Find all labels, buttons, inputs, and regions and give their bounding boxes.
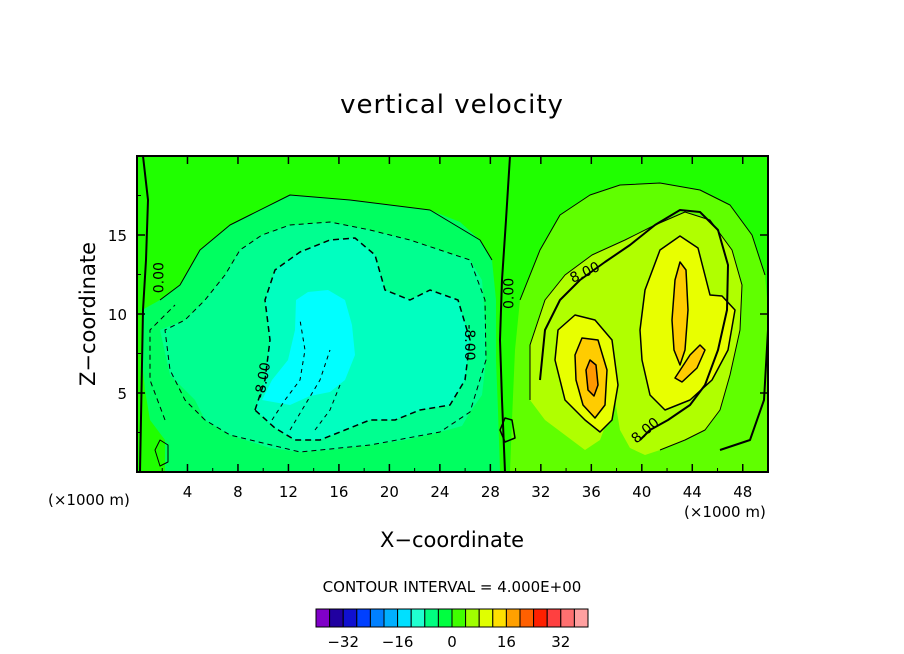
colorbar-label: 0 (447, 633, 457, 651)
colorbar-swatch (505, 608, 521, 628)
colorbar-swatch (410, 608, 426, 628)
colorbar-label: 16 (497, 633, 516, 651)
contour-field (137, 156, 768, 472)
contour-label: 0.00 (501, 278, 517, 309)
chart-title: vertical velocity (340, 90, 564, 120)
contour-fill-pos20 (586, 360, 598, 396)
colorbar-label: −16 (382, 633, 414, 651)
colorbar-labels: −32 −16 0 16 32 (327, 633, 570, 651)
colorbar-swatch (478, 608, 494, 628)
colorbar-swatch (492, 608, 507, 628)
x-tick-label: 44 (683, 483, 702, 501)
y-axis-label: Z−coordinate (76, 242, 100, 386)
x-tick-label: 40 (632, 483, 651, 501)
colorbar-swatch (437, 608, 453, 628)
contour-label: 0.00 (152, 262, 168, 293)
colorbar-swatch (329, 608, 344, 628)
x-axis-label: X−coordinate (380, 528, 524, 552)
y-tick-label: 15 (108, 227, 127, 245)
x-tick-label: 12 (279, 483, 298, 501)
x-tick-label: 28 (481, 483, 500, 501)
contour-interval-text: CONTOUR INTERVAL = 4.000E+00 (323, 578, 582, 596)
contour-labels: 0.000.00-8.00-8.008.008.00 (152, 259, 663, 447)
x-tick-label: 48 (733, 483, 752, 501)
x-tick-label: 20 (380, 483, 399, 501)
y-axis: 5 10 15 (108, 195, 768, 433)
x-axis: 4 8 12 16 20 24 28 32 36 40 44 48 (161, 156, 752, 501)
colorbar-swatch (315, 608, 331, 628)
colorbar-swatch (573, 608, 589, 628)
colorbar-swatch (560, 608, 575, 628)
contour-lines (139, 156, 768, 472)
colorbar-swatch (342, 608, 358, 628)
colorbar-swatch (465, 608, 480, 628)
contour-label: -8.00 (461, 324, 477, 360)
x-tick-label: 32 (531, 483, 550, 501)
colorbar-swatch (383, 608, 399, 628)
contour-fill-pos16c (675, 345, 705, 382)
colorbar-swatch (533, 608, 548, 628)
x-tick-label: 16 (329, 483, 348, 501)
colorbar-swatch (424, 608, 439, 628)
colorbar-swatch (356, 608, 371, 628)
y-tick-label: 5 (117, 385, 127, 403)
colorbar-swatch (546, 608, 562, 628)
x-unit-right: (×1000 m) (684, 503, 766, 521)
colorbar-swatch (451, 608, 467, 628)
x-tick-label: 36 (582, 483, 601, 501)
contour-fill-pos16b (672, 262, 688, 365)
y-tick-label: 10 (108, 306, 127, 324)
colorbar-label: 32 (551, 633, 570, 651)
contour-label: -8.00 (252, 361, 274, 399)
colorbar-swatch (519, 608, 535, 628)
colorbar (315, 608, 589, 628)
x-tick-label: 24 (430, 483, 449, 501)
contour-fill-neg16 (262, 290, 355, 405)
x-tick-label: 8 (233, 483, 243, 501)
colorbar-label: −32 (327, 633, 359, 651)
x-tick-label: 4 (183, 483, 193, 501)
colorbar-swatch (397, 608, 412, 628)
colorbar-swatch (369, 608, 385, 628)
x-unit-left: (×1000 m) (48, 491, 130, 509)
